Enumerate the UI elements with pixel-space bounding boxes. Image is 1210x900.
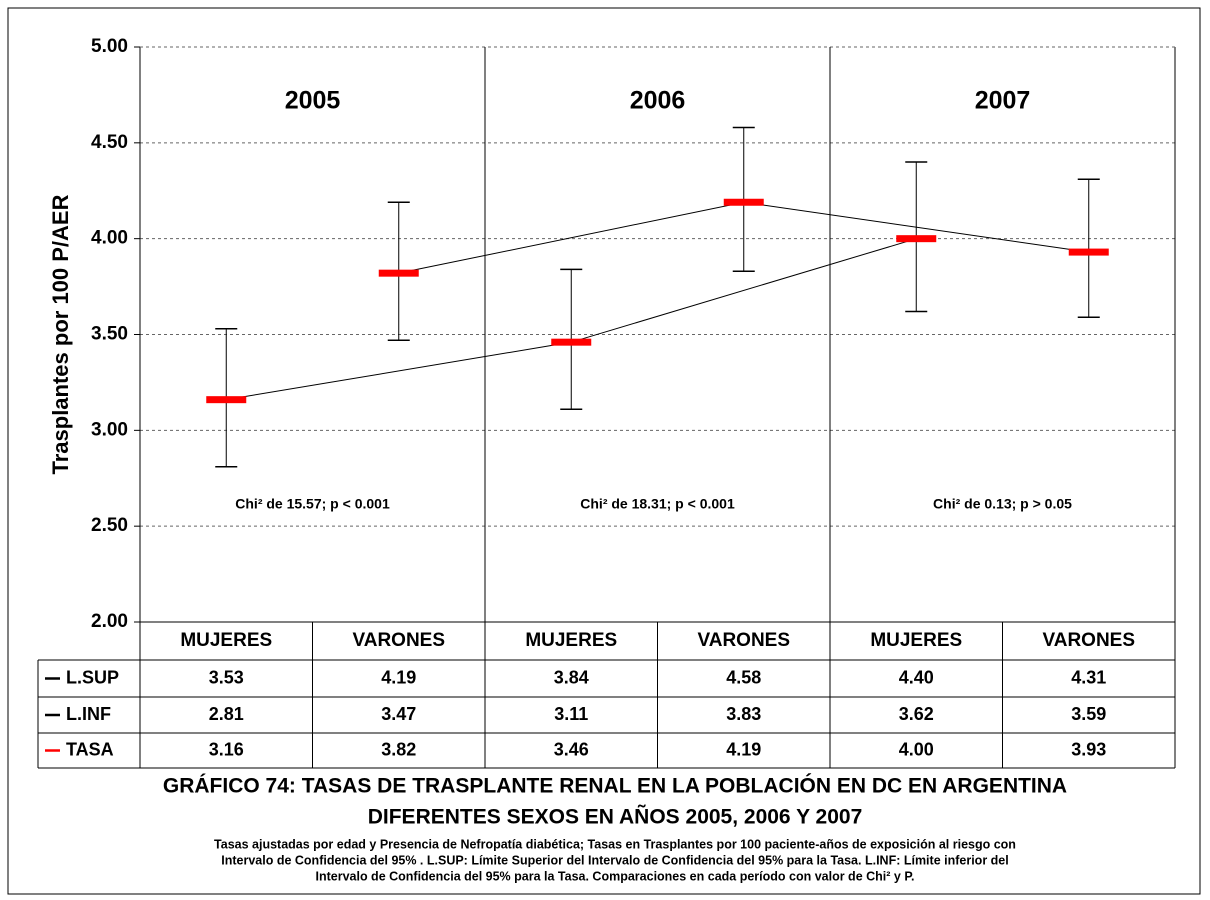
x-tick-label: MUJERES [180,630,272,651]
chart-title: DIFERENTES SEXOS EN AÑOS 2005, 2006 Y 20… [368,806,863,829]
x-tick-label: MUJERES [870,630,962,651]
table-value: 3.93 [1071,739,1106,759]
table-value: 3.11 [554,704,588,724]
rate-mark [551,338,592,346]
group-label: 2006 [630,87,686,115]
annotation: Chi² de 15.57; p < 0.001 [235,496,390,512]
legend-label: L.INF [66,704,111,724]
table-value: 3.47 [381,704,416,724]
table-value: 4.58 [726,667,761,687]
x-tick-label: VARONES [1042,630,1135,651]
table-value: 4.19 [726,739,761,759]
rate-mark [206,396,247,404]
table-value: 2.81 [209,704,244,724]
y-tick-label: 2.50 [91,515,128,536]
table-value: 3.53 [209,667,244,687]
x-tick-label: VARONES [352,630,445,651]
y-tick-label: 3.50 [91,324,128,345]
group-label: 2007 [975,87,1031,115]
table-value: 3.83 [726,704,761,724]
frame [7,7,1201,895]
y-tick-label: 4.50 [91,132,128,153]
rate-mark [1068,248,1109,256]
group-label: 2005 [285,87,341,115]
y-tick-label: 2.00 [91,611,128,632]
annotation: Chi² de 0.13; p > 0.05 [933,496,1072,512]
legend-label: TASA [66,739,114,759]
table-value: 3.46 [554,739,589,759]
chart-title: GRÁFICO 74: TASAS DE TRASPLANTE RENAL EN… [163,774,1067,798]
table-value: 4.40 [899,667,934,687]
table-value: 4.19 [381,667,416,687]
table-value: 3.59 [1071,704,1106,724]
table-value: 3.16 [209,739,244,759]
table-value: 4.00 [899,739,934,759]
y-tick-label: 5.00 [91,36,128,57]
footnote: Tasas ajustadas por edad y Presencia de … [214,837,1016,851]
x-tick-label: VARONES [697,630,790,651]
annotation: Chi² de 18.31; p < 0.001 [580,496,735,512]
y-tick-label: 3.00 [91,419,128,440]
table-value: 3.82 [381,739,416,759]
y-tick-label: 4.00 [91,228,128,249]
table-value: 4.31 [1071,667,1106,687]
footnote: Intervalo de Confidencia del 95% . L.SUP… [221,853,1008,867]
rate-mark [723,198,764,206]
x-tick-label: MUJERES [525,630,617,651]
table-value: 3.84 [554,667,589,687]
legend-label: L.SUP [66,667,119,687]
y-axis-label: Trasplantes por 100 P/AER [48,194,73,474]
footnote: Intervalo de Confidencia del 95% para la… [315,869,914,883]
rate-mark [896,235,937,243]
table-value: 3.62 [899,704,934,724]
rate-mark [378,269,419,277]
